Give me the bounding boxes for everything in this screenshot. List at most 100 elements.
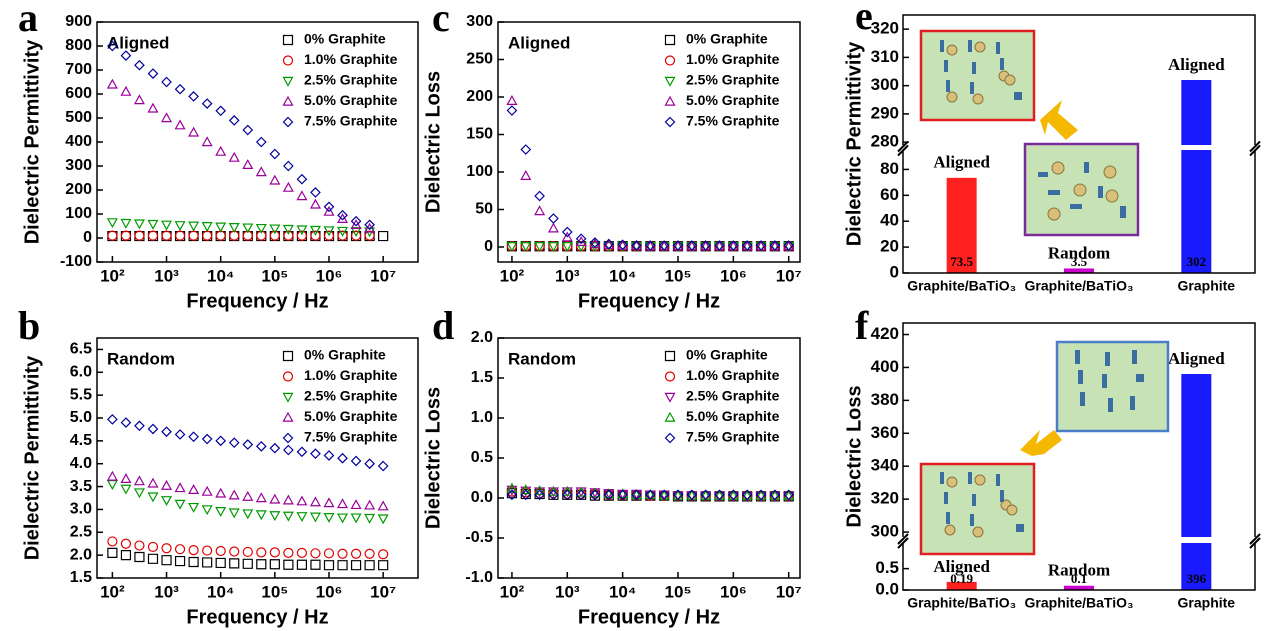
y-tick-label: 300: [466, 13, 493, 30]
data-point: [255, 440, 267, 452]
data-point: [201, 505, 213, 516]
axis-break: [1249, 140, 1261, 157]
data-point: [603, 489, 615, 501]
data-point: [323, 226, 335, 237]
data-point: [631, 489, 642, 501]
data-point: [256, 559, 267, 570]
data-point: [106, 78, 118, 89]
data-point: [255, 510, 267, 521]
y-tick-label: 320: [871, 489, 899, 508]
x-tick-label: 10²: [100, 582, 125, 601]
data-point: [506, 242, 518, 252]
data-point: [350, 560, 362, 571]
y-tick-label: 280: [871, 132, 899, 151]
data-point: [364, 560, 375, 571]
legend-label: 7.5% Graphite: [686, 429, 780, 445]
data-point: [364, 458, 375, 470]
data-point: [147, 423, 159, 435]
panel-label: e: [855, 0, 873, 38]
data-point: [269, 148, 281, 160]
y-tick-label: 320: [871, 19, 899, 38]
x-tick-label: 10⁵: [261, 582, 288, 601]
y-tick-label: 6.0: [70, 364, 92, 381]
y-tick-label: 250: [466, 51, 493, 68]
data-point: [134, 59, 145, 71]
data-point: [174, 83, 186, 95]
value-label: 73.5: [950, 254, 973, 269]
y-tick-label: 700: [65, 61, 92, 78]
data-point: [644, 489, 656, 501]
x-tick-label: 10⁵: [261, 266, 288, 285]
y-tick-label: 300: [65, 157, 92, 174]
value-label: 3.5: [1071, 254, 1088, 269]
annotation: Random: [508, 349, 576, 368]
legend-label: 5.0% Graphite: [304, 92, 398, 108]
y-tick-label: 5.0: [70, 409, 92, 426]
data-point: [174, 230, 186, 241]
x-tick-label: Graphite/BaTiO₃: [1025, 595, 1134, 611]
data-point: [575, 233, 587, 245]
x-tick-label: 10⁴: [207, 266, 234, 285]
data-point: [228, 489, 240, 500]
y-tick-label: 3.5: [70, 478, 92, 495]
data-point: [378, 549, 389, 560]
data-point: [323, 548, 335, 559]
bar: [946, 177, 977, 273]
y-tick-label: -0.5: [465, 529, 493, 546]
data-point: [700, 489, 712, 501]
data-point: [561, 226, 573, 238]
legend-label: 1.0% Graphite: [686, 367, 780, 383]
data-point: [296, 225, 308, 236]
data-point: [188, 221, 200, 232]
y-tick-label: 300: [871, 75, 899, 94]
legend-label: 0% Graphite: [686, 347, 768, 363]
data-point: [120, 85, 132, 96]
y-tick-label: 0: [890, 262, 899, 281]
legend-marker: [282, 34, 294, 46]
data-point: [548, 489, 559, 501]
x-tick-label: 10⁴: [207, 582, 234, 601]
data-point: [147, 541, 159, 553]
x-tick-label: 10³: [154, 582, 179, 601]
x-tick-label: 10⁷: [776, 582, 802, 601]
y-tick-label: 340: [871, 456, 899, 475]
data-point: [561, 242, 573, 252]
data-point: [215, 507, 227, 517]
legend-marker: [282, 55, 294, 66]
data-point: [589, 242, 601, 252]
data-point: [700, 240, 712, 251]
data-point: [242, 546, 253, 558]
legend-label: 1.0% Graphite: [304, 367, 398, 383]
x-tick-label: Graphite: [1178, 595, 1236, 611]
data-point: [337, 213, 349, 223]
panel-label: b: [18, 303, 40, 348]
legend-marker: [282, 392, 294, 403]
data-point: [282, 494, 294, 505]
x-tick-label: 10²: [100, 266, 125, 285]
data-point: [174, 221, 186, 232]
data-point: [617, 239, 628, 251]
value-label: 0.1: [1071, 571, 1087, 586]
data-point: [188, 484, 200, 494]
data-point: [310, 187, 321, 198]
bar-annotation: Aligned: [933, 557, 990, 576]
data-point: [161, 426, 172, 438]
axis-break: [897, 140, 909, 157]
panel-label: f: [855, 303, 869, 348]
data-point: [728, 489, 739, 501]
data-point: [202, 230, 213, 241]
data-point: [506, 485, 518, 496]
data-point: [107, 414, 118, 425]
legend-marker: [282, 411, 294, 422]
data-point: [506, 105, 518, 116]
data-point: [296, 559, 308, 570]
data-point: [269, 224, 281, 235]
data-point: [309, 512, 321, 523]
x-tick-label: 10⁶: [720, 582, 747, 601]
data-point: [255, 166, 267, 177]
y-tick-label: 20: [880, 237, 899, 256]
y-tick-label: 2.0: [471, 329, 493, 346]
legend-label: 2.5% Graphite: [304, 72, 398, 88]
data-point: [617, 489, 628, 501]
data-point: [561, 489, 573, 501]
